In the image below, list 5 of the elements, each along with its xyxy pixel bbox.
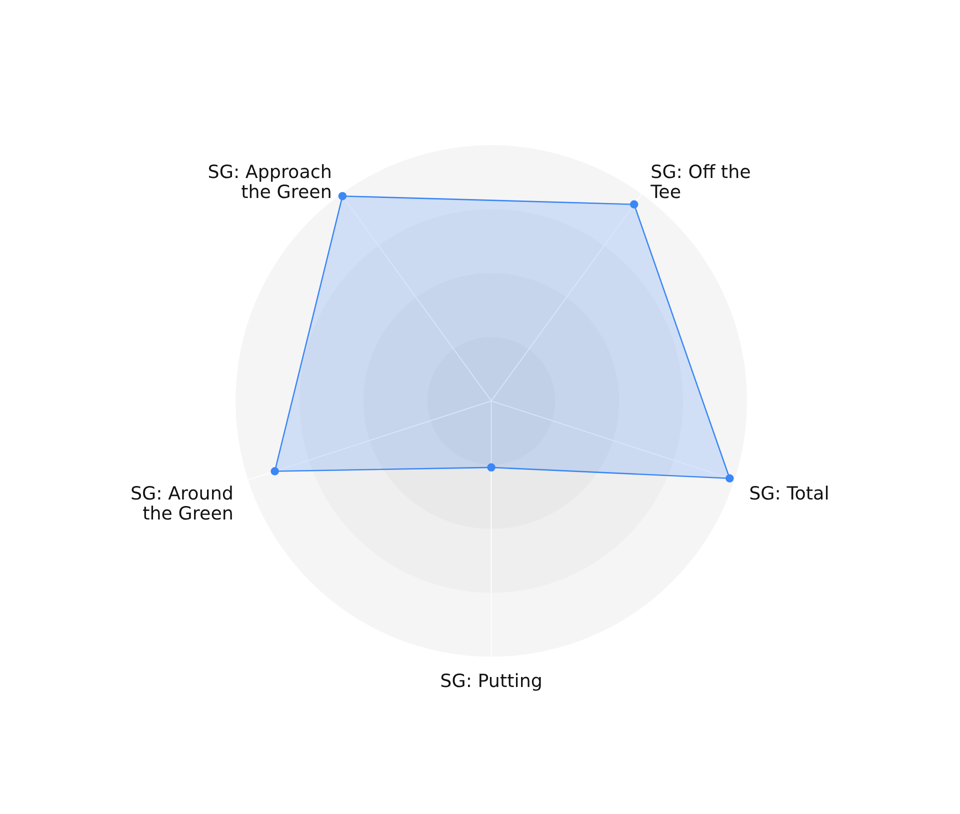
spoke-label: SG: Total [749, 483, 830, 504]
spoke-label: SG: Approach the Green [208, 162, 332, 204]
spoke-label: SG: Off the Tee [650, 162, 751, 204]
spoke-label: SG: Putting [440, 670, 542, 692]
spoke-label: SG: Around the Green [130, 483, 234, 524]
